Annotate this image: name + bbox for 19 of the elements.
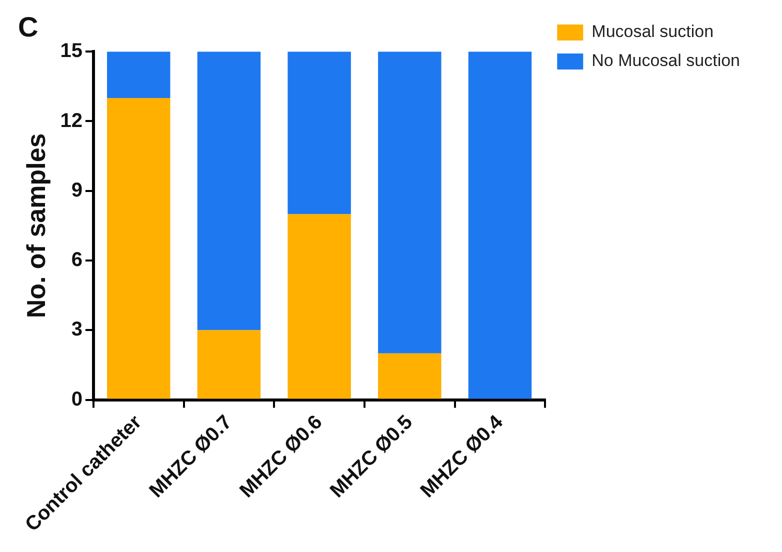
y-tick-label: 0 [71, 388, 82, 410]
legend-label: Mucosal suction [592, 22, 714, 42]
bar [288, 214, 351, 399]
y-tick-label: 9 [71, 179, 82, 202]
bar [197, 52, 261, 330]
y-tick-label: 3 [71, 318, 82, 341]
bar [197, 330, 261, 399]
chart-title: C [18, 12, 38, 43]
y-tick-label: 6 [71, 249, 82, 272]
bar [378, 52, 442, 354]
bar [107, 52, 170, 98]
y-axis-title: No. of samples [20, 133, 51, 318]
y-tick-label: 15 [60, 40, 82, 62]
bar [107, 98, 170, 399]
y-tick-label: 12 [60, 110, 82, 132]
bar [378, 353, 442, 399]
bar [288, 52, 351, 214]
legend-label: No Mucosal suction [592, 51, 740, 70]
bar [468, 52, 532, 399]
